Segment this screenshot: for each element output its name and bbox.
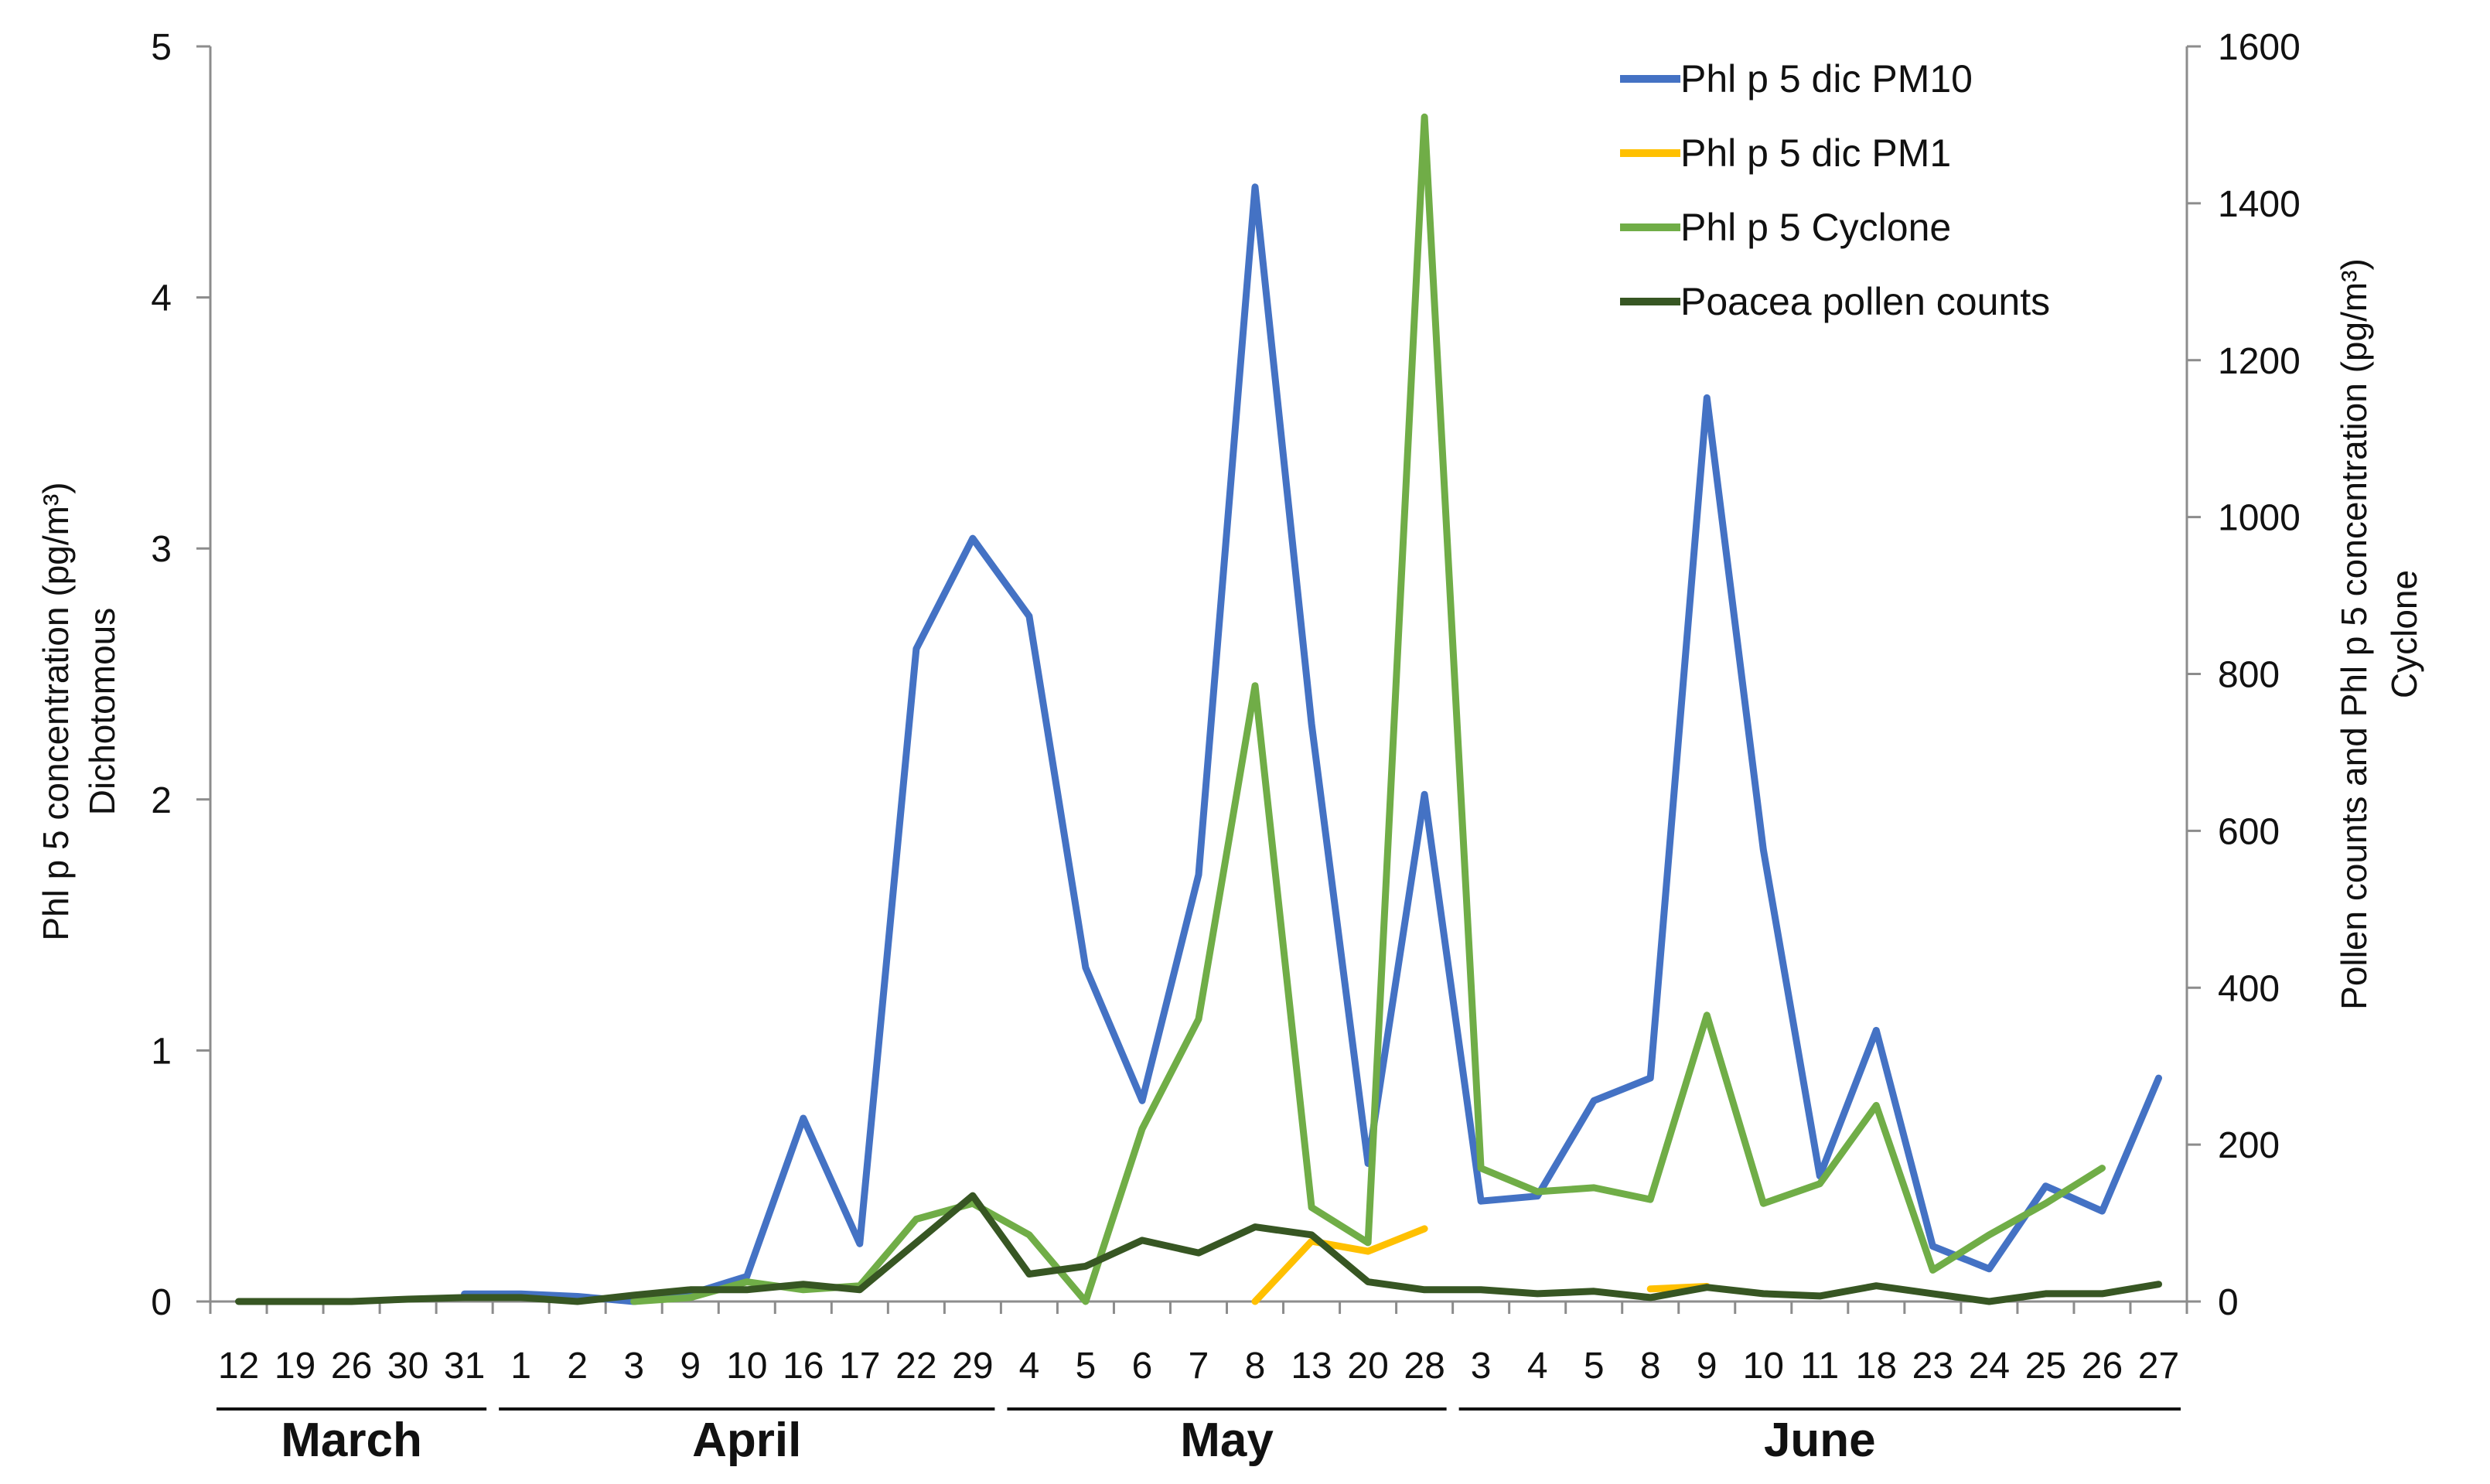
x-tick-label: 9 <box>680 1346 701 1387</box>
series-line-3 <box>235 1192 2162 1305</box>
x-tick-label: 18 <box>1856 1346 1897 1387</box>
x-tick-label: 4 <box>1527 1346 1548 1387</box>
x-tick-label: 28 <box>1404 1346 1445 1387</box>
x-tick-label: 6 <box>1132 1346 1153 1387</box>
month-label: March <box>281 1414 422 1467</box>
x-tick-label: 9 <box>1697 1346 1717 1387</box>
month-label: May <box>1180 1414 1274 1467</box>
left-tick-label: 3 <box>151 529 172 570</box>
month-label: April <box>692 1414 801 1467</box>
right-tick-label: 1600 <box>2218 27 2301 68</box>
left-tick-label: 0 <box>151 1282 172 1323</box>
x-tick-label: 2 <box>567 1346 588 1387</box>
left-tick-label: 5 <box>151 27 172 68</box>
x-tick-label: 26 <box>331 1346 372 1387</box>
left-axis-ticks: 0 1 2 3 4 5 <box>151 27 210 1323</box>
left-tick-label: 1 <box>151 1031 172 1072</box>
left-axis-title-line2: Dichotomous <box>82 608 122 815</box>
series-line-2 <box>630 113 2106 1305</box>
month-groups: March April May June <box>217 1407 2181 1467</box>
x-tick-label: 22 <box>895 1346 936 1387</box>
legend-label: Phl p 5 dic PM10 <box>1680 57 1973 101</box>
x-tick-label: 8 <box>1245 1346 1266 1387</box>
right-tick-label: 800 <box>2218 655 2280 696</box>
x-tick-label: 5 <box>1584 1346 1605 1387</box>
x-tick-label: 30 <box>387 1346 428 1387</box>
series-lines <box>235 113 2162 1305</box>
x-tick-label: 3 <box>623 1346 644 1387</box>
right-tick-label: 600 <box>2218 811 2280 852</box>
x-axis-ticks: 12 19 26 30 31 1 2 3 9 10 16 17 22 29 4 5 6 7 8 13 20 28 3 4 5 8 9… <box>209 1301 2188 1387</box>
series-line-0 <box>461 183 2162 1305</box>
x-tick-label: 31 <box>444 1346 485 1387</box>
x-tick-label: 11 <box>1800 1346 1839 1387</box>
x-tick-label: 13 <box>1291 1346 1332 1387</box>
x-tick-label: 10 <box>726 1346 767 1387</box>
x-tick-label: 1 <box>510 1346 531 1387</box>
legend-label: Poacea pollen counts <box>1680 280 2050 323</box>
x-tick-label: 12 <box>218 1346 259 1387</box>
x-tick-label: 29 <box>952 1346 993 1387</box>
right-tick-label: 0 <box>2218 1282 2239 1323</box>
legend-label: Phl p 5 dic PM1 <box>1680 131 1951 175</box>
right-tick-label: 1400 <box>2218 184 2301 225</box>
x-tick-label: 27 <box>2138 1346 2179 1387</box>
right-tick-label: 1200 <box>2218 341 2301 382</box>
legend: Phl p 5 dic PM10 Phl p 5 dic PM1 Phl p 5 C… <box>1620 57 2050 323</box>
right-axis-ticks: 0 200 400 600 800 1000 1200 1400 1600 <box>2187 27 2301 1323</box>
right-tick-label: 200 <box>2218 1125 2280 1166</box>
right-axis-title-line1: Pollen counts and Phl p 5 concentration … <box>2334 258 2374 1010</box>
x-tick-label: 5 <box>1076 1346 1097 1387</box>
x-tick-label: 4 <box>1019 1346 1040 1387</box>
x-tick-label: 7 <box>1189 1346 1209 1387</box>
x-tick-label: 25 <box>2025 1346 2066 1387</box>
x-tick-label: 26 <box>2082 1346 2123 1387</box>
x-tick-label: 23 <box>1912 1346 1953 1387</box>
right-tick-label: 1000 <box>2218 498 2301 539</box>
x-tick-label: 24 <box>1969 1346 2010 1387</box>
x-tick-label: 20 <box>1347 1346 1388 1387</box>
left-tick-label: 2 <box>151 780 172 821</box>
month-label: June <box>1764 1414 1876 1467</box>
legend-label: Phl p 5 Cyclone <box>1680 206 1951 249</box>
x-tick-label: 8 <box>1640 1346 1661 1387</box>
right-tick-label: 400 <box>2218 968 2280 1009</box>
x-tick-label: 3 <box>1471 1346 1492 1387</box>
x-tick-label: 16 <box>783 1346 824 1387</box>
right-axis-title-line2: Cyclone <box>2384 570 2424 698</box>
x-tick-label: 17 <box>839 1346 880 1387</box>
left-tick-label: 4 <box>151 278 172 319</box>
x-tick-label: 10 <box>1743 1346 1784 1387</box>
left-axis-title-line1: Phl p 5 concentration (pg/m³) <box>36 482 76 940</box>
x-tick-label: 19 <box>275 1346 316 1387</box>
